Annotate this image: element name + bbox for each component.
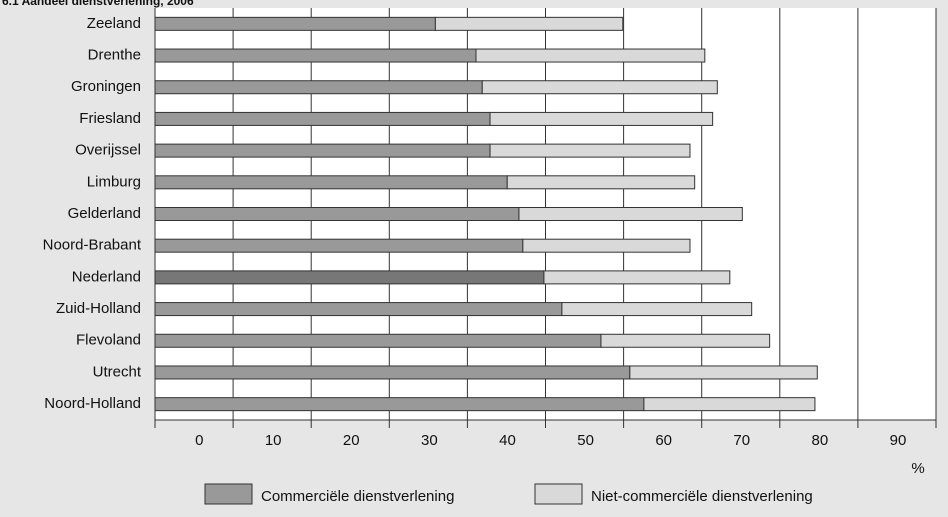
bar-segment [154,48,477,63]
x-tick-label: 60 [655,432,672,449]
bar-segment [154,397,645,412]
bar-segment [154,270,545,285]
x-tick-label: 10 [265,432,282,449]
x-tick-label: 70 [733,432,750,449]
x-tick-label: 20 [343,432,360,449]
bar-segment [154,302,563,317]
bar-segment [481,80,718,95]
x-tick-label: 90 [890,432,907,449]
bar-segment [518,207,743,221]
bar-segment [506,175,696,190]
x-tick-label: 0 [195,432,203,449]
legend-label: Commerciële dienstverlening [261,488,454,505]
x-unit: % [911,460,924,477]
x-tick-label: 50 [577,432,594,449]
bar-segment [154,111,491,126]
bar-segment [154,238,524,253]
x-tick-label: 30 [421,432,438,449]
legend-swatch [204,483,253,505]
y-tick-label: Zeeland [87,15,141,32]
bar-segment [543,270,731,285]
bar-segment [154,175,508,190]
y-tick-label: Flevoland [76,332,141,349]
bar-segment [154,333,602,348]
chart-title: 6.1 Aandeel dienstverlening, 2006 [2,0,194,8]
bar-segment [154,143,491,158]
bar-segment [600,333,771,348]
y-tick-label: Noord-Holland [44,395,141,412]
bar-segment [489,111,714,126]
y-tick-label: Limburg [87,173,141,190]
y-tick-label: Nederland [72,268,141,285]
y-tick-label: Noord-Brabant [43,237,142,254]
y-tick-label: Zuid-Holland [56,300,141,317]
bar-segment [154,207,520,221]
bar-segment [489,143,691,158]
y-tick-label: Gelderland [68,205,141,222]
bar-segment [434,16,624,31]
bar-segment [522,238,691,253]
bar-segment [643,397,816,412]
y-tick-label: Groningen [71,78,141,95]
bar-segment [561,302,753,317]
legend-swatch [534,483,583,505]
bar-segment [154,365,631,380]
x-tick-label: 40 [499,432,516,449]
x-tick-label: 80 [812,432,829,449]
bar-segment [154,16,436,31]
bar-segment [475,48,706,63]
legend-label: Niet-commerciële dienstverlening [591,488,813,505]
y-tick-label: Overijssel [75,142,141,159]
bar-segment [629,365,818,380]
y-tick-label: Drenthe [88,47,141,64]
y-tick-label: Friesland [79,110,141,127]
y-tick-label: Utrecht [93,363,142,380]
bar-segment [154,80,483,95]
